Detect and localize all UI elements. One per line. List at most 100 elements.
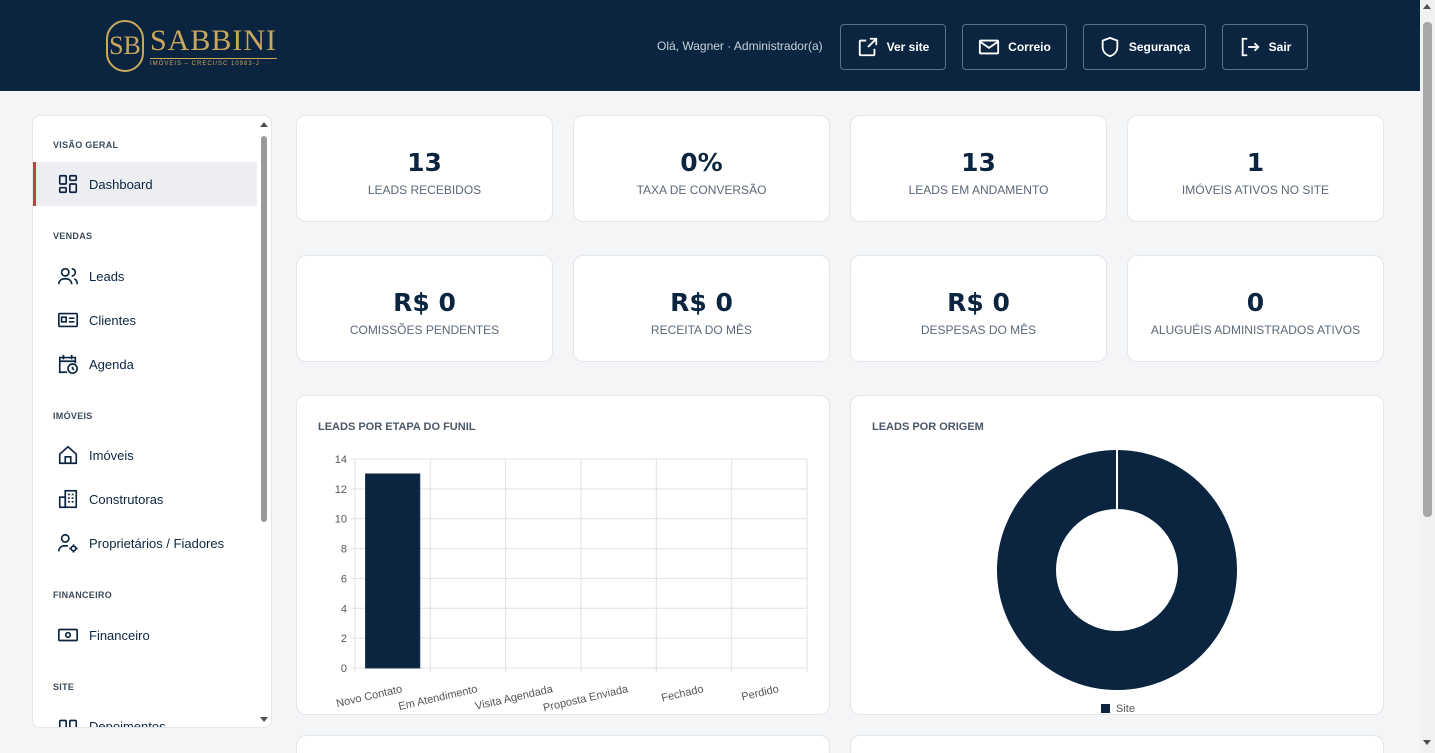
view-site-button[interactable]: Ver site xyxy=(840,24,946,70)
x-tick-label: Em Atendimento xyxy=(397,683,478,713)
sidebar-item-label: Imóveis xyxy=(89,447,134,463)
chart-title: LEADS POR ETAPA DO FUNIL xyxy=(318,421,476,433)
sidebar-item-label: Proprietários / Fiadores xyxy=(89,535,225,551)
calendar-clock-icon xyxy=(58,354,78,374)
brand-logo[interactable]: SB SABBINI IMÓVEIS – CRECI/SC 10983-J xyxy=(106,20,278,72)
stat-card-leads-received: 13 LEADS RECEBIDOS xyxy=(296,115,553,222)
next-card-left xyxy=(296,735,830,753)
stat-card-active-rentals: 0 ALUGUÉIS ADMINISTRADOS ATIVOS xyxy=(1127,255,1384,362)
security-button[interactable]: Segurança xyxy=(1083,24,1206,70)
stat-label: IMÓVEIS ATIVOS NO SITE xyxy=(1181,183,1330,197)
sidebar-item-clients[interactable]: Clientes xyxy=(33,298,257,342)
brand-name: SABBINI xyxy=(150,24,278,57)
section-title-overview: VISÃO GERAL xyxy=(53,140,119,150)
x-tick-label: Proposta Enviada xyxy=(542,683,630,714)
stat-card-leads-in-progress: 13 LEADS EM ANDAMENTO xyxy=(850,115,1107,222)
logout-button[interactable]: Sair xyxy=(1222,24,1308,70)
security-label: Segurança xyxy=(1128,40,1191,54)
mail-button[interactable]: Correio xyxy=(962,24,1067,70)
stat-card-monthly-revenue: R$ 0 RECEITA DO MÊS xyxy=(573,255,830,362)
stat-value: R$ 0 xyxy=(947,288,1010,317)
section-title-sales: VENDAS xyxy=(53,231,93,241)
page-scroll-up-icon[interactable] xyxy=(1423,4,1431,9)
funnel-chart-card: LEADS POR ETAPA DO FUNIL 0 2 4 6 8 10 12 14 Novo… xyxy=(296,395,830,715)
logout-label: Sair xyxy=(1268,40,1292,54)
page-scroll-down-icon[interactable] xyxy=(1423,740,1431,745)
mail-icon xyxy=(979,39,1000,55)
quote-icon xyxy=(58,719,78,727)
stat-card-conversion-rate: 0% TAXA DE CONVERSÃO xyxy=(573,115,830,222)
stat-value: R$ 0 xyxy=(393,288,456,317)
chart-title: LEADS POR ORIGEM xyxy=(872,421,984,433)
stat-label: COMISSÕES PENDENTES xyxy=(349,323,500,337)
home-icon xyxy=(58,445,78,465)
stat-card-pending-commissions: R$ 0 COMISSÕES PENDENTES xyxy=(296,255,553,362)
sidebar-item-label: Clientes xyxy=(89,312,136,328)
section-title-site: SITE xyxy=(53,682,75,692)
legend-swatch xyxy=(1101,704,1110,713)
top-header: SB SABBINI IMÓVEIS – CRECI/SC 10983-J Ol… xyxy=(0,0,1420,91)
bar xyxy=(365,473,421,669)
building-icon xyxy=(58,489,78,509)
x-tick-label: Fechado xyxy=(660,683,704,704)
sidebar-item-label: Construtoras xyxy=(89,491,164,507)
stat-value: R$ 0 xyxy=(670,288,733,317)
sidebar-item-agenda[interactable]: Agenda xyxy=(33,342,257,386)
sidebar-item-label: Dashboard xyxy=(89,176,153,192)
money-icon xyxy=(58,628,78,642)
y-tick-label: 0 xyxy=(341,663,347,675)
y-tick-label: 14 xyxy=(335,454,347,466)
sidebar-scroll-thumb[interactable] xyxy=(261,136,267,522)
sidebar-item-properties[interactable]: Imóveis xyxy=(33,433,257,477)
legend-label: Site xyxy=(1116,703,1135,714)
stat-value: 13 xyxy=(961,148,996,177)
users-icon xyxy=(58,267,78,285)
id-card-icon xyxy=(58,312,78,328)
x-tick-label: Novo Contato xyxy=(335,683,403,710)
user-gear-icon xyxy=(58,533,78,553)
next-card-right xyxy=(850,735,1384,753)
y-tick-label: 8 xyxy=(341,544,347,556)
dashboard-icon xyxy=(58,174,78,194)
origin-donut-chart: Site xyxy=(997,450,1237,714)
y-tick-label: 12 xyxy=(335,484,347,496)
sidebar-item-owners[interactable]: Proprietários / Fiadores xyxy=(33,521,257,565)
section-title-properties: IMÓVEIS xyxy=(53,411,93,421)
stat-label: LEADS EM ANDAMENTO xyxy=(908,183,1049,197)
page-scroll-thumb[interactable] xyxy=(1423,22,1432,517)
sidebar-item-label: Agenda xyxy=(89,356,134,372)
stat-value: 0 xyxy=(1246,288,1265,317)
origin-chart-card: LEADS POR ORIGEM Site xyxy=(850,395,1384,715)
sidebar-item-dashboard[interactable]: Dashboard xyxy=(33,162,257,206)
shield-icon xyxy=(1101,36,1119,58)
y-tick-label: 2 xyxy=(341,633,347,645)
stat-card-monthly-expenses: R$ 0 DESPESAS DO MÊS xyxy=(850,255,1107,362)
scroll-down-arrow-icon[interactable] xyxy=(260,717,268,722)
page-scrollbar[interactable] xyxy=(1420,0,1435,753)
sidebar-item-testimonials[interactable]: Depoimentos xyxy=(33,704,257,728)
brand-subtitle: IMÓVEIS – CRECI/SC 10983-J xyxy=(150,58,278,67)
logo-monogram: SB xyxy=(106,20,144,72)
view-site-label: Ver site xyxy=(886,40,930,54)
stat-card-active-properties: 1 IMÓVEIS ATIVOS NO SITE xyxy=(1127,115,1384,222)
stat-value: 13 xyxy=(407,148,442,177)
y-tick-label: 10 xyxy=(335,514,347,526)
stat-value: 1 xyxy=(1246,148,1265,177)
sidebar-item-label: Leads xyxy=(89,268,125,284)
stat-label: LEADS RECEBIDOS xyxy=(367,183,482,197)
mail-label: Correio xyxy=(1008,40,1051,54)
stat-label: RECEITA DO MÊS xyxy=(650,323,753,337)
sidebar: VISÃO GERAL Dashboard VENDAS Leads Clien… xyxy=(32,115,272,728)
sidebar-item-label: Depoimentos xyxy=(89,718,166,728)
sidebar-item-builders[interactable]: Construtoras xyxy=(33,477,257,521)
user-greeting: Olá, Wagner · Administrador(a) xyxy=(657,39,823,53)
scroll-up-arrow-icon[interactable] xyxy=(260,122,268,127)
stat-label: ALUGUÉIS ADMINISTRADOS ATIVOS xyxy=(1150,323,1361,337)
y-tick-label: 4 xyxy=(341,603,347,615)
sidebar-item-leads[interactable]: Leads xyxy=(33,254,257,298)
sidebar-scrollbar[interactable] xyxy=(259,122,269,722)
section-title-finance: FINANCEIRO xyxy=(53,590,112,600)
stat-label: TAXA DE CONVERSÃO xyxy=(636,183,767,197)
sidebar-item-finance[interactable]: Financeiro xyxy=(33,613,257,657)
